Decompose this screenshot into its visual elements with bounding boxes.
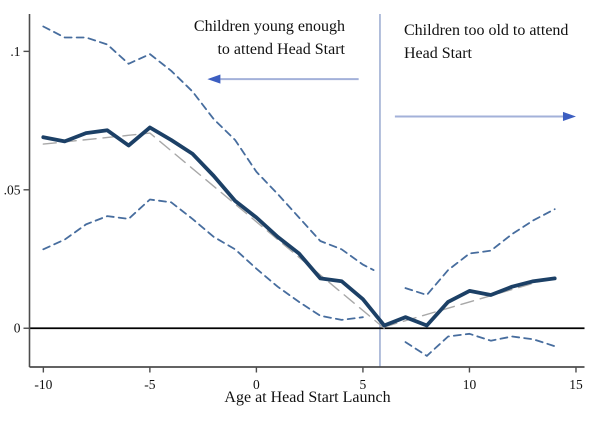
series-ci-lower-left-line [42,198,364,321]
series-trend-left-line [42,132,385,329]
x-tick-label: -5 [144,377,155,392]
annotation-left-line1: Children young enough [193,18,345,35]
annotation-children-young: Children young enough to attend Head Sta… [194,15,345,61]
series-ci-upper-right-line [404,208,556,296]
annotation-left-line2: to attend Head Start [217,41,345,58]
annotation-right-line1: Children too old to attend [404,22,569,39]
x-tick-label: 5 [360,377,367,392]
x-axis-label: Age at Head Start Launch [224,389,391,406]
x-tick-label: 0 [253,377,260,392]
annotation-right-line2: Head Start [404,45,472,62]
series-ci-upper-left-line [42,25,375,272]
y-tick-label: .05 [4,182,21,197]
series-estimate-line [41,125,557,328]
y-tick-label: .1 [10,44,20,59]
annotation-children-too-old: Children too old to attend Head Start [404,19,568,65]
x-tick-label: -10 [34,377,52,392]
series-ci-lower-right-line [404,332,556,357]
x-tick-label: 15 [569,377,583,392]
right-arrow-head-icon [562,111,576,122]
left-arrow-head-icon [207,74,221,84]
y-tick-label: 0 [14,321,21,336]
x-tick-label: 10 [463,377,477,392]
